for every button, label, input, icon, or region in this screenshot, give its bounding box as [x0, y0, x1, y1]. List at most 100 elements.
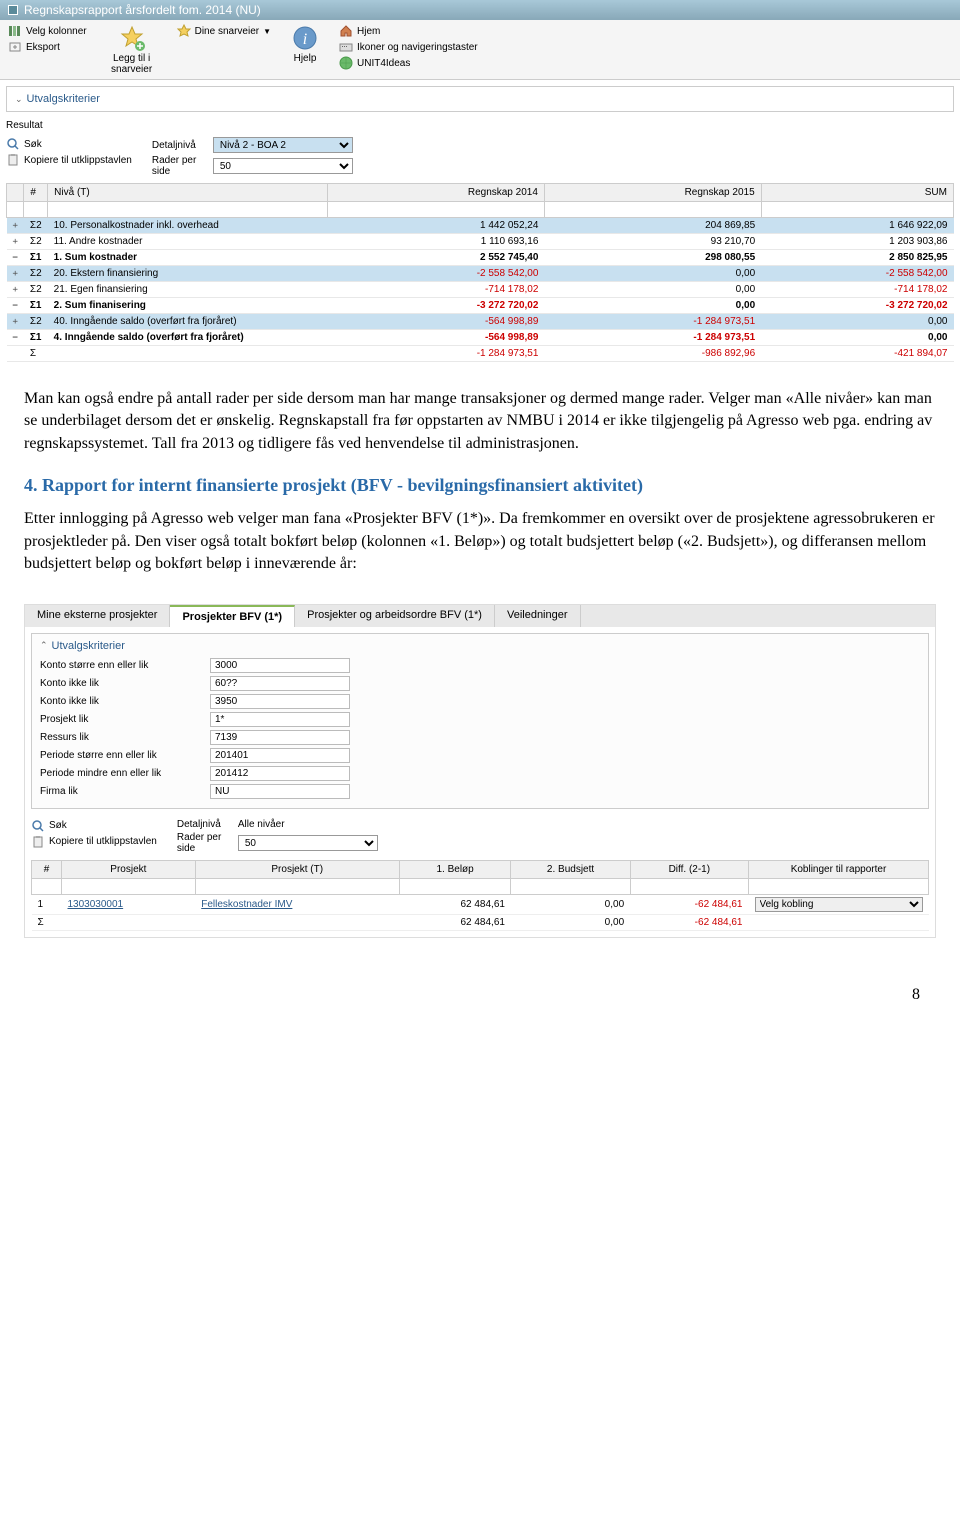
cell: [48, 346, 328, 362]
col-belop[interactable]: 1. Beløp: [399, 860, 511, 878]
cell[interactable]: Velg kobling: [749, 894, 929, 914]
clipboard-icon: [6, 153, 20, 167]
hjem-button[interactable]: Hjem: [339, 24, 478, 38]
globe-icon: [339, 56, 353, 70]
result-table: # Prosjekt Prosjekt (T) 1. Beløp 2. Buds…: [31, 860, 929, 931]
rader-select[interactable]: 50: [238, 835, 378, 851]
rader-label: Rader per side: [152, 155, 207, 177]
criteria-input[interactable]: 3950: [210, 694, 350, 709]
col-2015[interactable]: Regnskap 2015: [544, 184, 761, 202]
chevron-up-icon[interactable]: ⌃: [40, 640, 48, 651]
criteria-input[interactable]: 3000: [210, 658, 350, 673]
criteria-input[interactable]: 201412: [210, 766, 350, 781]
cell: 298 080,55: [544, 250, 761, 266]
cell: 0,00: [511, 894, 630, 914]
utvalgskriterier-label: Utvalgskriterier: [52, 640, 125, 652]
utvalgskriterier-panel: ⌃ Utvalgskriterier Konto større enn elle…: [31, 633, 929, 809]
cell: -1 284 973,51: [544, 314, 761, 330]
col-diff[interactable]: Diff. (2-1): [630, 860, 748, 878]
filter-row[interactable]: [32, 878, 929, 894]
cell: −: [7, 250, 24, 266]
table-row[interactable]: +Σ211. Andre kostnader1 110 693,1693 210…: [7, 234, 954, 250]
tab-prosjekter-og-arbeidsordre-bfv-1-[interactable]: Prosjekter og arbeidsordre BFV (1*): [295, 605, 495, 627]
cell: 21. Egen finansiering: [48, 282, 328, 298]
tab-prosjekter-bfv-1-[interactable]: Prosjekter BFV (1*): [170, 605, 295, 627]
detaljniva-select[interactable]: Nivå 2 - BOA 2: [213, 137, 353, 153]
col-num[interactable]: #: [32, 860, 62, 878]
criteria-input[interactable]: 7139: [210, 730, 350, 745]
table-row[interactable]: +Σ220. Ekstern finansiering-2 558 542,00…: [7, 266, 954, 282]
cell: +: [7, 218, 24, 234]
cell: 10. Personalkostnader inkl. overhead: [48, 218, 328, 234]
cell: [7, 346, 24, 362]
col-prosjekt[interactable]: Prosjekt: [62, 860, 196, 878]
criteria-row: Konto større enn eller lik3000: [40, 658, 920, 673]
criteria-input[interactable]: 60??: [210, 676, 350, 691]
sok-button[interactable]: Søk: [31, 819, 157, 833]
cell: +: [7, 234, 24, 250]
criteria-label: Ressurs lik: [40, 732, 210, 743]
col-sum[interactable]: SUM: [761, 184, 953, 202]
cell[interactable]: 1303030001: [62, 894, 196, 914]
cell: −: [7, 330, 24, 346]
section-heading: 4. Rapport for internt finansierte prosj…: [24, 473, 936, 498]
criteria-input[interactable]: NU: [210, 784, 350, 799]
col-prosjekt-t[interactable]: Prosjekt (T): [195, 860, 399, 878]
cell: Σ2: [24, 234, 48, 250]
criteria-input[interactable]: 201401: [210, 748, 350, 763]
ikoner-button[interactable]: Ikoner og navigeringstaster: [339, 40, 478, 54]
col-budsjett[interactable]: 2. Budsjett: [511, 860, 630, 878]
table-row[interactable]: +Σ221. Egen finansiering-714 178,020,00-…: [7, 282, 954, 298]
eksport-button[interactable]: Eksport: [8, 40, 87, 54]
criteria-input[interactable]: 1*: [210, 712, 350, 727]
tab-veiledninger[interactable]: Veiledninger: [495, 605, 581, 627]
cell: -986 892,96: [544, 346, 761, 362]
table-row[interactable]: +Σ240. Inngående saldo (overført fra fjo…: [7, 314, 954, 330]
criteria-label: Prosjekt lik: [40, 714, 210, 725]
velg-kolonner-button[interactable]: Velg kolonner: [8, 24, 87, 38]
columns-icon: [8, 24, 22, 38]
col-koblinger[interactable]: Koblinger til rapporter: [749, 860, 929, 878]
criteria-row: Periode større enn eller lik201401: [40, 748, 920, 763]
cell: 0,00: [511, 914, 630, 930]
unit4-button[interactable]: UNIT4Ideas: [339, 56, 478, 70]
cell: 1 110 693,16: [328, 234, 545, 250]
search-icon: [31, 819, 45, 833]
cell: Σ1: [24, 330, 48, 346]
legg-til-snarveier-button[interactable]: Legg til i snarveier: [107, 24, 157, 75]
resultat-section: Resultat Søk Kopiere til utklippstavlen …: [6, 118, 954, 362]
kopiere-button[interactable]: Kopiere til utklippstavlen: [6, 153, 132, 167]
star-icon: [177, 24, 191, 38]
utvalgskriterier-section[interactable]: ⌄ Utvalgskriterier: [6, 86, 954, 112]
table-row[interactable]: 11303030001Felleskostnader IMV62 484,610…: [32, 894, 929, 914]
cell: -2 558 542,00: [328, 266, 545, 282]
table-row[interactable]: Σ-1 284 973,51-986 892,96-421 894,07: [7, 346, 954, 362]
table-row[interactable]: −Σ11. Sum kostnader2 552 745,40298 080,5…: [7, 250, 954, 266]
cell: 20. Ekstern finansiering: [48, 266, 328, 282]
table-row[interactable]: −Σ14. Inngående saldo (overført fra fjor…: [7, 330, 954, 346]
cell: 204 869,85: [544, 218, 761, 234]
sok-button[interactable]: Søk: [6, 137, 132, 151]
legg-til-label: Legg til i snarveier: [107, 53, 157, 75]
velg-kolonner-label: Velg kolonner: [26, 26, 87, 37]
dine-snarveier-button[interactable]: Dine snarveier ▼: [177, 24, 271, 38]
table-row[interactable]: +Σ210. Personalkostnader inkl. overhead1…: [7, 218, 954, 234]
cell: -3 272 720,02: [328, 298, 545, 314]
col-niva[interactable]: Nivå (T): [48, 184, 328, 202]
cell: Σ2: [24, 282, 48, 298]
rader-select[interactable]: 50: [213, 158, 353, 174]
toolbar: Velg kolonner Eksport Legg til i snarvei…: [0, 20, 960, 80]
hjelp-button[interactable]: i Hjelp: [291, 24, 319, 75]
filter-row[interactable]: [7, 202, 954, 218]
col-num[interactable]: #: [24, 184, 48, 202]
cell: 1 203 903,86: [761, 234, 953, 250]
cell[interactable]: Felleskostnader IMV: [195, 894, 399, 914]
criteria-label: Konto større enn eller lik: [40, 660, 210, 671]
svg-text:i: i: [303, 31, 307, 48]
table-row[interactable]: −Σ12. Sum finanisering-3 272 720,020,00-…: [7, 298, 954, 314]
cell: 0,00: [761, 330, 953, 346]
tab-mine-eksterne-prosjekter[interactable]: Mine eksterne prosjekter: [25, 605, 170, 627]
col-2014[interactable]: Regnskap 2014: [328, 184, 545, 202]
kopiere-button[interactable]: Kopiere til utklippstavlen: [31, 835, 157, 849]
table-row[interactable]: Σ62 484,610,00-62 484,61: [32, 914, 929, 930]
